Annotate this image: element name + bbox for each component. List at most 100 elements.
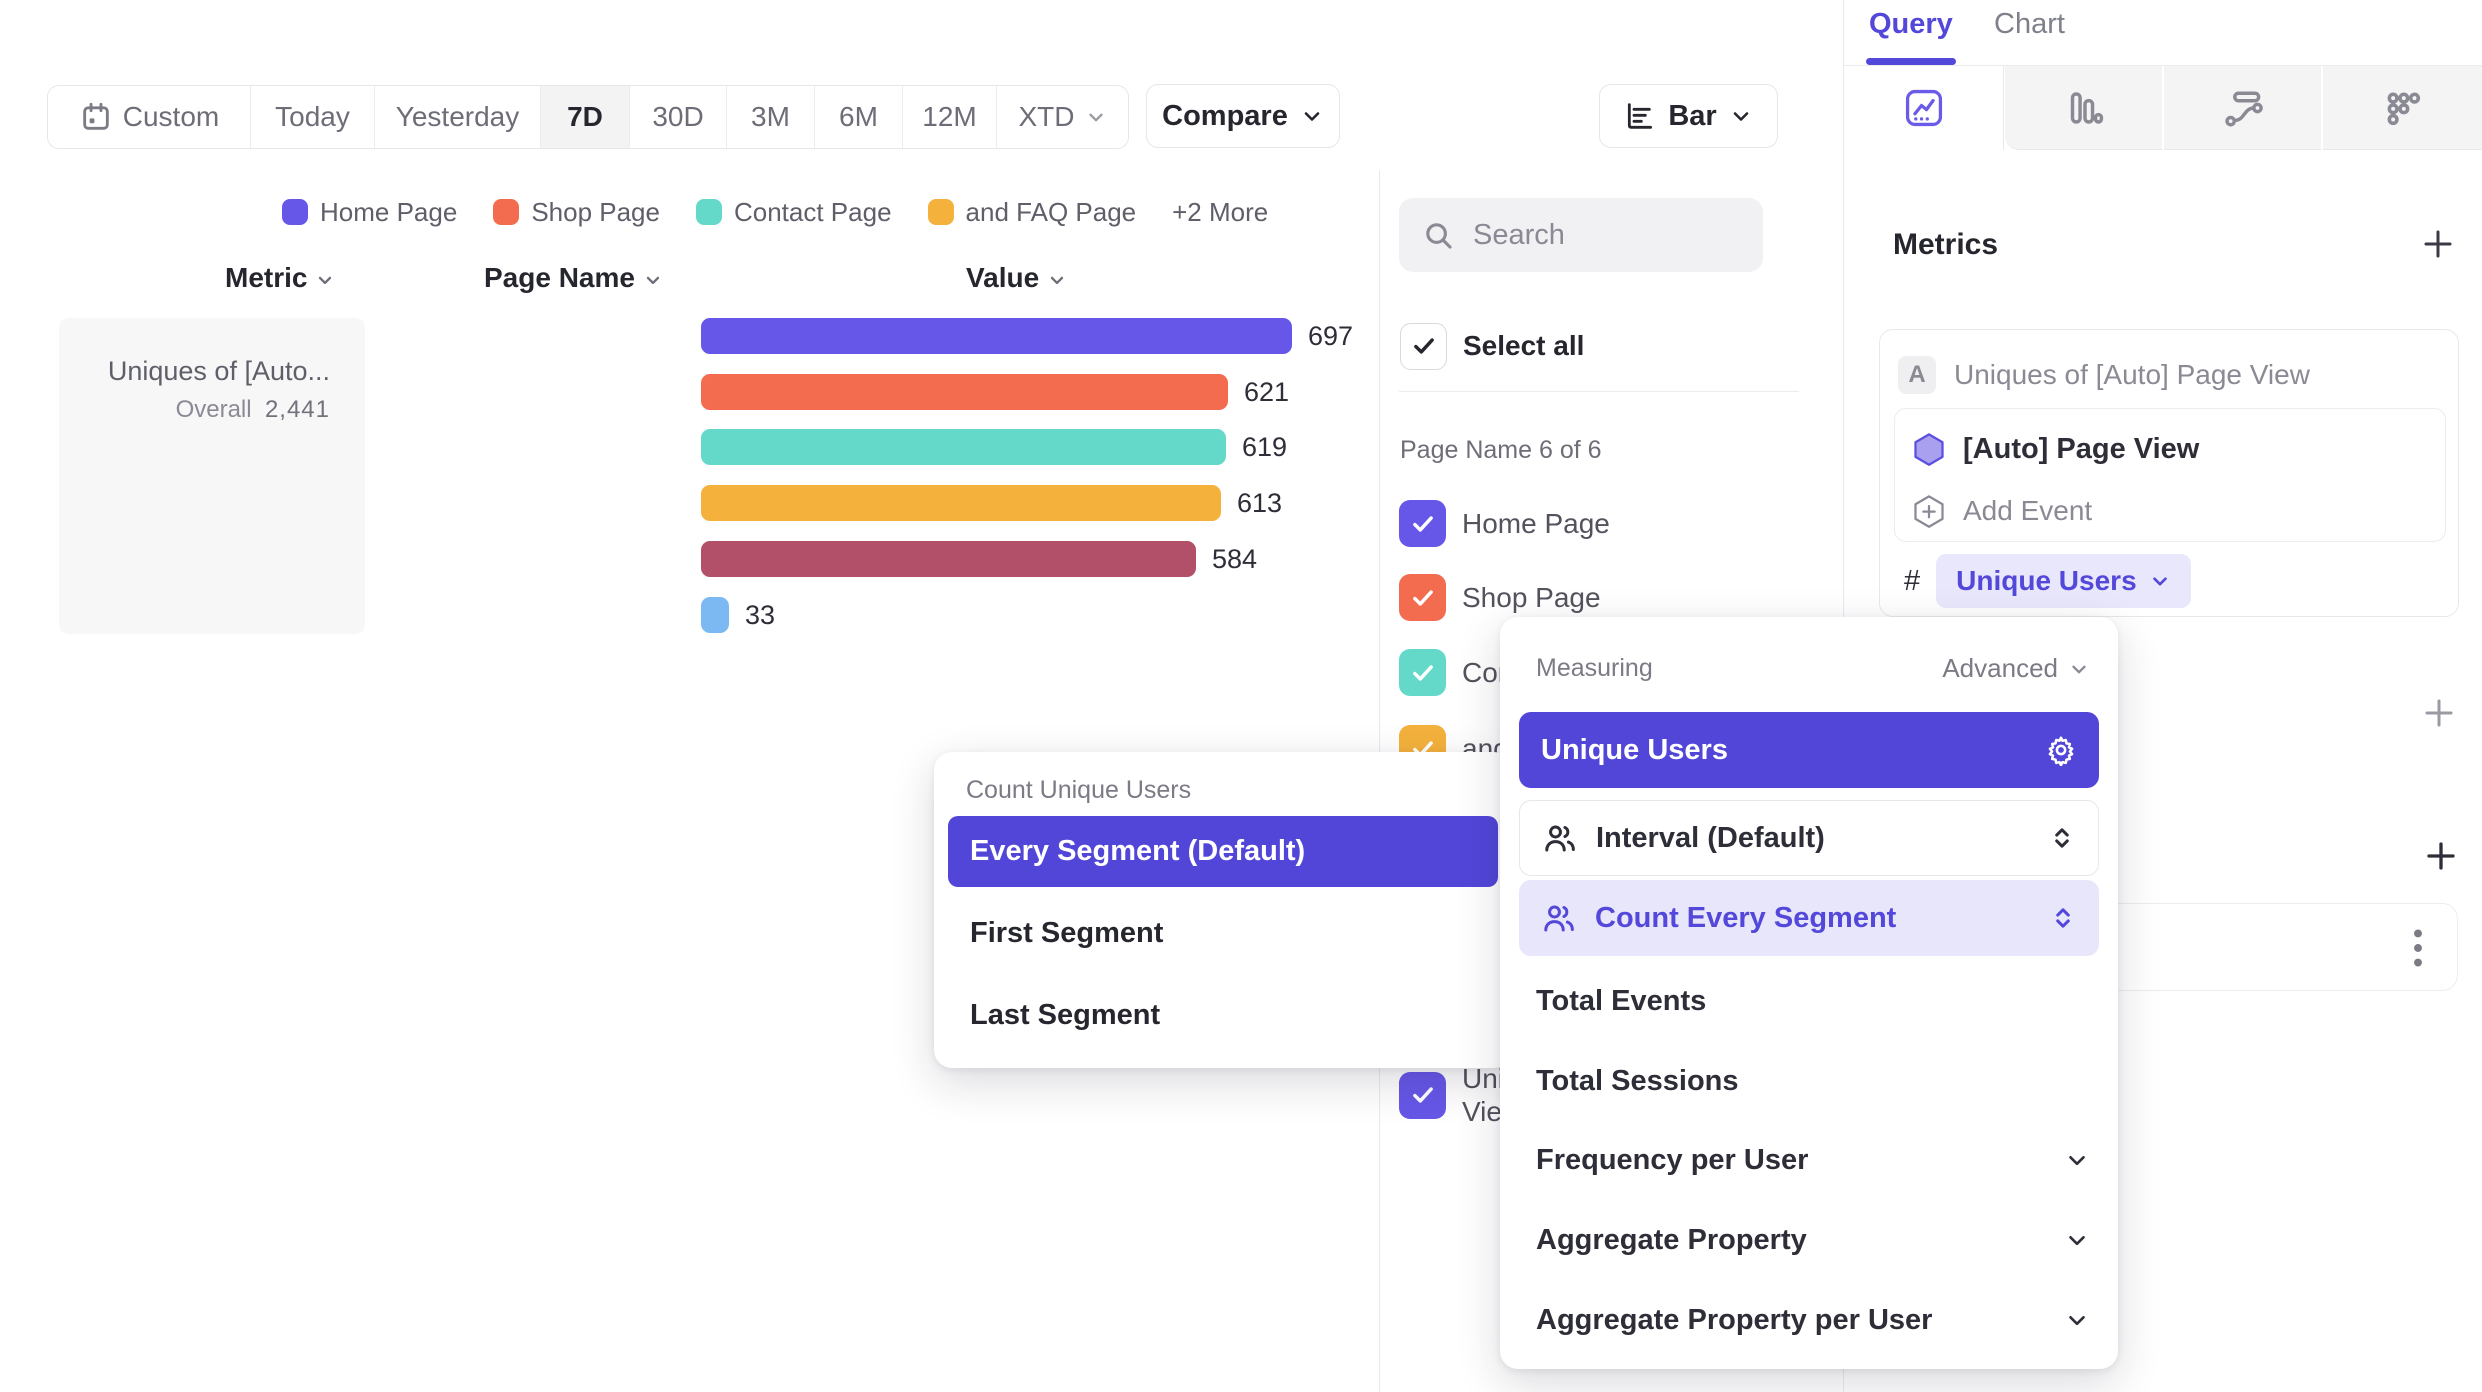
- metric-badge: A: [1898, 356, 1936, 394]
- measuring-option-unique-users[interactable]: Unique Users: [1519, 712, 2099, 788]
- legend-item[interactable]: Home Page: [282, 197, 457, 228]
- bar-value-label: 584: [1212, 544, 1258, 574]
- legend-more-link[interactable]: +2 More: [1172, 196, 1269, 227]
- sidebar-header-divider: [1844, 65, 2482, 66]
- view-tab-retention[interactable]: [2323, 66, 2482, 150]
- column-header-page-name[interactable]: Page Name: [484, 262, 663, 294]
- filter-divider: [1399, 391, 1799, 392]
- metric-card: A Uniques of [Auto] Page View [Auto] Pag…: [1879, 329, 2459, 617]
- legend-item[interactable]: Contact Page: [695, 197, 892, 228]
- chevron-down-icon: [2149, 570, 2171, 592]
- chart-type-select[interactable]: Bar: [1599, 84, 1778, 148]
- more-options-icon[interactable]: [2403, 923, 2433, 973]
- filter-group-label: Page Name 6 of 6: [1400, 436, 1602, 464]
- date-12m-button[interactable]: 12M: [903, 86, 997, 148]
- search-icon: [1421, 218, 1455, 252]
- filter-checkbox[interactable]: [1399, 500, 1446, 547]
- bar[interactable]: [701, 374, 1228, 410]
- view-tab-flows[interactable]: [2164, 66, 2322, 150]
- popover-title: Count Unique Users: [966, 776, 1192, 804]
- chevron-down-icon: [2064, 1147, 2090, 1173]
- table-row: About Us Page584: [0, 531, 1379, 587]
- measuring-option-aggregate-property-per-user[interactable]: Aggregate Property per User: [1536, 1292, 2090, 1348]
- measuring-option-total-events[interactable]: Total Events: [1536, 984, 1707, 1017]
- retention-dots-icon: [2380, 85, 2426, 131]
- measuring-option-interval[interactable]: Interval (Default): [1519, 800, 2099, 876]
- date-3m-button[interactable]: 3M: [727, 86, 815, 148]
- measuring-header: Measuring Advanced: [1536, 653, 2090, 684]
- number-type-icon: #: [1904, 564, 1921, 597]
- search-box[interactable]: [1399, 198, 1763, 272]
- filter-checkbox[interactable]: [1399, 649, 1446, 696]
- measuring-option-frequency-per-user[interactable]: Frequency per User: [1536, 1132, 2090, 1188]
- measurement-select[interactable]: Unique Users: [1936, 554, 2191, 608]
- date-6m-button[interactable]: 6M: [815, 86, 903, 148]
- legend-swatch: [493, 199, 520, 225]
- menu-item-last-segment[interactable]: Last Segment: [970, 999, 1161, 1031]
- add-breakdown-button[interactable]: [2423, 838, 2459, 874]
- filter-checkbox[interactable]: [1399, 1071, 1446, 1119]
- bar[interactable]: [701, 485, 1221, 521]
- menu-item-first-segment[interactable]: First Segment: [970, 917, 1164, 949]
- stepper-icon: [2049, 904, 2077, 932]
- tab-query[interactable]: Query: [1869, 8, 1953, 40]
- date-yesterday-button[interactable]: Yesterday: [375, 86, 541, 148]
- bar[interactable]: [701, 318, 1292, 354]
- chevron-down-icon: [643, 270, 663, 290]
- metric-cell[interactable]: Uniques of [Auto... Overall 2,441: [59, 318, 365, 634]
- filter-checkbox[interactable]: [1399, 574, 1446, 621]
- stepper-icon: [2048, 824, 2076, 852]
- measuring-option-count-every-segment[interactable]: Count Every Segment: [1519, 880, 2099, 956]
- menu-item-every-segment[interactable]: Every Segment (Default): [948, 816, 1498, 887]
- bar[interactable]: [701, 597, 729, 633]
- view-tab-funnels[interactable]: [2005, 66, 2163, 150]
- calendar-icon: [79, 100, 113, 134]
- date-7d-button[interactable]: 7D: [541, 86, 630, 148]
- compare-button[interactable]: Compare: [1146, 84, 1340, 148]
- chevron-down-icon: [1085, 106, 1107, 128]
- event-card: [Auto] Page View Add Event: [1894, 408, 2446, 542]
- date-30d-button[interactable]: 30D: [630, 86, 727, 148]
- column-header-metric[interactable]: Metric: [225, 262, 335, 294]
- add-event-row[interactable]: Add Event: [1911, 493, 2092, 529]
- measure-row: # Unique Users: [1904, 554, 2191, 608]
- table-row: Contact Page619: [0, 419, 1379, 475]
- date-custom-button[interactable]: Custom: [48, 86, 251, 148]
- measuring-option-total-sessions[interactable]: Total Sessions: [1536, 1064, 1739, 1097]
- legend-item[interactable]: and FAQ Page: [927, 197, 1136, 228]
- add-metric-button[interactable]: [2420, 226, 2456, 262]
- view-tab-insights[interactable]: [1844, 66, 2004, 150]
- event-row[interactable]: [Auto] Page View: [1911, 431, 2199, 467]
- measuring-option-aggregate-property[interactable]: Aggregate Property: [1536, 1212, 2090, 1268]
- bar-value-label: 33: [745, 600, 776, 630]
- vertical-bars-icon: [2061, 85, 2107, 131]
- bar[interactable]: [701, 541, 1196, 577]
- legend-swatch: [282, 199, 308, 225]
- table-row: Home Page697: [0, 308, 1379, 364]
- tab-chart[interactable]: Chart: [1994, 8, 2065, 40]
- chevron-down-icon: [2064, 1227, 2090, 1253]
- date-range-label: Custom: [122, 101, 220, 132]
- add-filter-button[interactable]: [2421, 695, 2457, 731]
- bar-value-label: 619: [1242, 432, 1288, 462]
- metric-card-header: A Uniques of [Auto] Page View: [1898, 356, 2310, 394]
- legend-swatch: [927, 199, 954, 225]
- chevron-down-icon: [2064, 1307, 2090, 1333]
- filter-item-label: Home Page: [1462, 507, 1610, 539]
- date-xtd-button[interactable]: XTD: [997, 86, 1128, 148]
- active-tab-underline: [1866, 58, 1956, 65]
- horizontal-bar-chart-icon: [1624, 100, 1656, 132]
- add-event-hexagon-icon: [1911, 493, 1947, 529]
- insights-chart-icon: [1901, 85, 1947, 131]
- legend-item[interactable]: Shop Page: [493, 197, 660, 228]
- gear-icon[interactable]: [2045, 734, 2077, 766]
- advanced-toggle[interactable]: Advanced: [1942, 653, 2090, 684]
- filter-item: Shop Page: [1399, 574, 1601, 621]
- search-input[interactable]: [1471, 217, 1715, 253]
- column-header-value[interactable]: Value: [966, 262, 1067, 294]
- select-all-checkbox[interactable]: [1400, 322, 1447, 370]
- date-today-button[interactable]: Today: [251, 86, 375, 148]
- bar[interactable]: [701, 429, 1226, 465]
- filter-item-label: Shop Page: [1462, 581, 1601, 613]
- select-all-label: Select all: [1463, 330, 1585, 361]
